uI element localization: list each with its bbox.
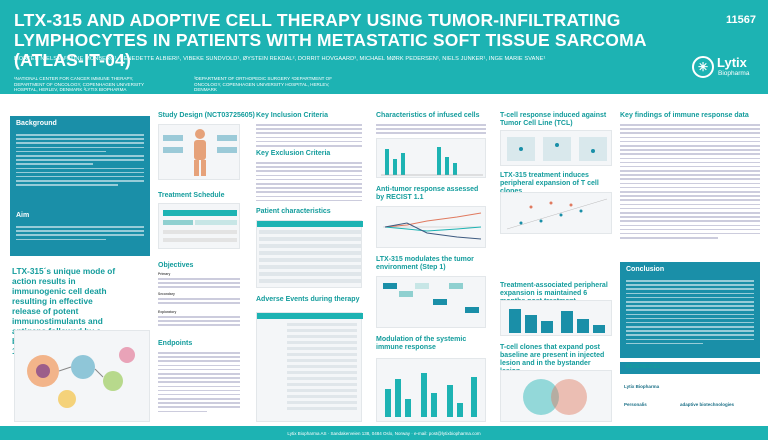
peripheral-bars: [509, 309, 605, 333]
exclusion-heading: Key Exclusion Criteria: [256, 150, 331, 157]
logo-name: Lytix: [717, 55, 747, 70]
expansion-heading: LTX-315 treatment induces peripheral exp…: [500, 172, 599, 195]
cell-death-illustration: [27, 347, 135, 408]
background-panel: Background Aim: [10, 116, 150, 256]
obj-exploratory: Exploratory: [158, 310, 177, 314]
infused-figure: [376, 138, 486, 178]
expansion-figure: [500, 192, 612, 234]
systemic-figure: [376, 358, 486, 422]
sponsor-logos: Lytix Biopharma Personalis adaptive biot…: [620, 378, 760, 424]
adverse-heading: Adverse Events during therapy: [256, 296, 360, 303]
treatment-schedule-figure: [158, 203, 240, 249]
poster-number: 11567: [726, 14, 756, 26]
study-design-figure: [158, 124, 240, 180]
clones-venn: [523, 379, 587, 415]
inclusion-heading: Key Inclusion Criteria: [256, 112, 328, 119]
references-panel: REFERENCES: [620, 362, 760, 374]
patient-char-heading: Patient characteristics: [256, 208, 331, 215]
infused-heading: Characteristics of infused cells: [376, 112, 480, 119]
endpoints-text: [158, 352, 240, 415]
poster-title: LTX-315 AND ADOPTIVE CELL THERAPY USING …: [14, 10, 647, 70]
mode-of-action-figure: [14, 330, 150, 422]
primary-text: [158, 278, 240, 291]
adverse-table-grid: [257, 313, 363, 410]
tme-figure: [376, 276, 486, 328]
adverse-table: [256, 312, 363, 422]
conclusion-heading: Conclusion: [626, 266, 665, 273]
systemic-heading: Modulation of the systemic immune respon…: [376, 336, 467, 351]
findings-heading: Key findings of immune response data: [620, 112, 749, 119]
tme-heatmap: [383, 283, 479, 313]
body-illustration: [163, 129, 237, 176]
clones-figure: [500, 370, 612, 422]
modulates-heading: LTX-315 modulates the tumor environment …: [376, 256, 474, 271]
obj-primary: Primary: [158, 272, 171, 276]
references-heading: REFERENCES: [626, 364, 661, 370]
expansion-scatter: [506, 198, 608, 230]
infused-text: [376, 124, 486, 137]
systemic-chart: [385, 373, 477, 417]
objectives-heading: Objectives: [158, 262, 194, 269]
recist-spider-plot: [383, 212, 482, 240]
sponsor-logo: adaptive biotechnologies: [680, 402, 735, 407]
lytix-logo: ✳ Lytix Biopharma: [692, 52, 754, 86]
inclusion-text: [256, 124, 362, 149]
sponsor-logo: Personalis: [624, 402, 647, 407]
lytix-logo-icon: ✳: [692, 56, 714, 78]
exploratory-text: [158, 316, 240, 329]
peripheral-figure: [500, 300, 612, 336]
tcr-heading: T-cell response induced against Tumor Ce…: [500, 112, 607, 127]
endpoints-heading: Endpoints: [158, 340, 193, 347]
findings-text: [620, 124, 760, 241]
background-text: [16, 134, 144, 188]
author-list: MORTEN NIELSEN¹, TINE MONBERG¹, BENEDETT…: [14, 56, 546, 62]
recist-figure: [376, 206, 486, 248]
treatment-schedule-heading: Treatment Schedule: [158, 192, 225, 199]
conclusion-panel: Conclusion: [620, 262, 760, 358]
exclusion-text: [256, 162, 362, 204]
tcl-plot: [507, 137, 607, 161]
footer: Lytix Biopharma AS · Sandakerveien 138, …: [0, 426, 768, 440]
study-design-heading: Study Design (NCT03725605): [158, 112, 255, 119]
aim-heading: Aim: [16, 212, 30, 219]
patient-table-grid: [257, 221, 363, 283]
poster-header: LTX-315 AND ADOPTIVE CELL THERAPY USING …: [0, 0, 768, 94]
obj-secondary: Secondary: [158, 292, 175, 296]
secondary-text: [158, 298, 240, 306]
conclusion-text: [626, 280, 754, 347]
aim-text: [16, 226, 144, 243]
affiliation-2: ³DEPARTMENT OF ORTHOPEDIC SURGERY ⁴DEPAR…: [194, 76, 333, 92]
patient-char-table: [256, 220, 363, 288]
logo-sub: Biopharma: [718, 70, 750, 77]
schedule-chart: [163, 210, 237, 242]
tcl-figure: [500, 130, 612, 166]
anti-tumor-heading: Anti-tumor response assessed by RECIST 1…: [376, 186, 479, 201]
footer-text: Lytix Biopharma AS · Sandakerveien 138, …: [287, 430, 481, 436]
background-heading: Background: [16, 120, 57, 127]
infused-bars: [381, 147, 483, 176]
sponsor-logo: Lytix Biopharma: [624, 384, 660, 389]
affiliation-1: ¹NATIONAL CENTER FOR CANCER IMMUNE THERA…: [14, 76, 145, 92]
